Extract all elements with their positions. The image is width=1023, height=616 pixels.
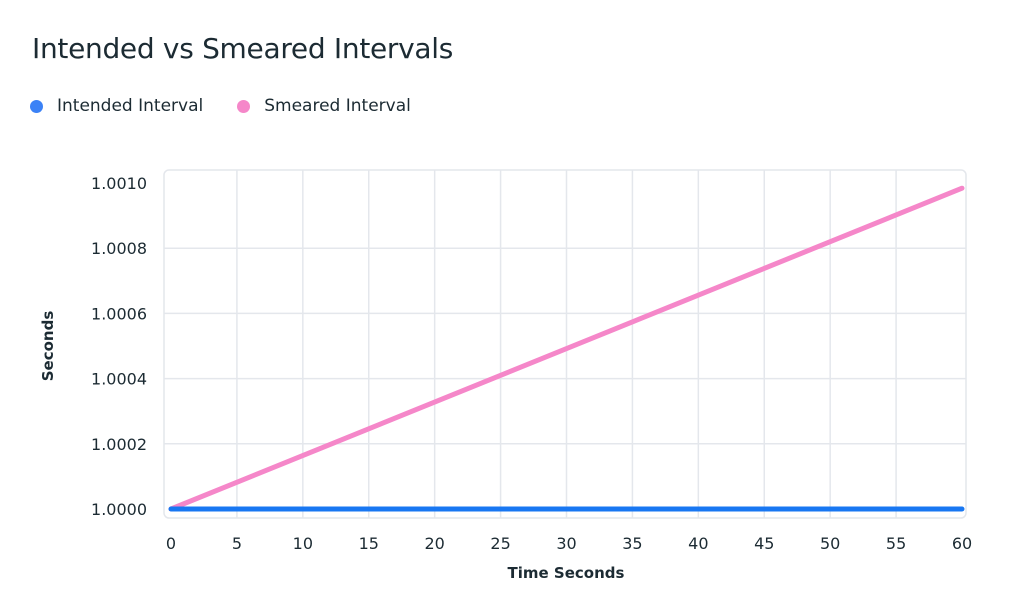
- legend: Intended Interval Smeared Interval: [30, 96, 411, 116]
- y-tick-label: 1.0004: [91, 370, 147, 389]
- series-lines: [168, 185, 965, 512]
- x-tick-label: 10: [293, 534, 313, 553]
- x-tick-label: 20: [424, 534, 444, 553]
- legend-label-smeared: Smeared Interval: [264, 96, 411, 116]
- legend-label-intended: Intended Interval: [57, 96, 204, 116]
- gridlines: [164, 170, 966, 518]
- y-tick-label: 1.0006: [91, 304, 147, 323]
- y-axis-label: Seconds: [39, 311, 57, 382]
- x-axis-label: Time Seconds: [508, 564, 625, 582]
- y-tick-label: 1.0010: [91, 174, 147, 193]
- x-tick-label: 55: [886, 534, 906, 553]
- x-tick-labels: 0 5 10 15 20 25 30 35 40 45 50 55 60: [166, 534, 972, 553]
- legend-item-intended[interactable]: Intended Interval: [30, 96, 203, 116]
- y-tick-labels: 1.0000 1.0002 1.0004 1.0006 1.0008 1.0010: [91, 174, 147, 519]
- x-tick-label: 40: [688, 534, 708, 553]
- y-tick-label: 1.0008: [91, 239, 147, 258]
- x-tick-label: 60: [952, 534, 972, 553]
- x-tick-label: 35: [622, 534, 642, 553]
- x-tick-label: 50: [820, 534, 840, 553]
- x-tick-label: 5: [232, 534, 242, 553]
- x-tick-label: 25: [490, 534, 510, 553]
- legend-item-smeared[interactable]: Smeared Interval: [237, 96, 411, 116]
- x-tick-label: 30: [556, 534, 576, 553]
- x-tick-label: 15: [359, 534, 379, 553]
- y-tick-label: 1.0002: [91, 435, 147, 454]
- legend-marker-intended: [30, 99, 43, 113]
- plot-frame: [163, 169, 967, 519]
- series-line-smeared: [168, 185, 965, 512]
- x-tick-label: 45: [754, 534, 774, 553]
- chart-title: Intended vs Smeared Intervals: [32, 32, 454, 65]
- y-tick-label: 1.0000: [91, 500, 147, 519]
- x-tick-label: 0: [166, 534, 176, 553]
- legend-marker-smeared: [237, 99, 251, 113]
